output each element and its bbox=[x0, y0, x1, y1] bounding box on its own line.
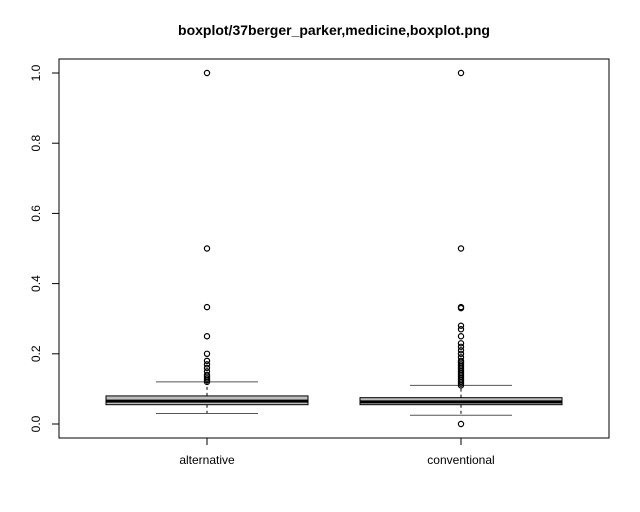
box-group-alternative bbox=[105, 69, 309, 414]
outlier-point bbox=[457, 347, 465, 354]
outlier-point bbox=[457, 343, 465, 350]
outlier-point bbox=[203, 368, 211, 375]
box-group-conventional bbox=[359, 69, 563, 428]
outlier-point bbox=[457, 303, 465, 311]
outlier-point bbox=[203, 371, 211, 379]
x-tick-label: conventional bbox=[427, 453, 494, 467]
x-tick-label: alternative bbox=[179, 453, 235, 467]
outlier-point bbox=[457, 245, 465, 252]
outlier-point bbox=[457, 69, 465, 77]
outlier-point bbox=[457, 333, 465, 340]
x-axis: alternative conventional bbox=[179, 438, 495, 467]
y-tick-label: 0.0 bbox=[29, 415, 43, 432]
outlier-point bbox=[203, 364, 211, 372]
chart-title: boxplot/37berger_parker,medicine,boxplot… bbox=[178, 22, 490, 38]
outlier-point bbox=[457, 420, 465, 428]
boxes-layer bbox=[105, 69, 563, 428]
outlier-point bbox=[457, 326, 465, 333]
outlier-point bbox=[203, 245, 211, 252]
outlier-point bbox=[203, 361, 211, 368]
plot-frame bbox=[58, 58, 610, 439]
y-tick-label: 1.0 bbox=[29, 64, 43, 81]
outlier-point bbox=[203, 303, 211, 311]
outlier-point bbox=[457, 322, 465, 329]
y-tick-label: 0.6 bbox=[29, 205, 43, 222]
outlier-point bbox=[457, 340, 465, 347]
y-tick-label: 0.8 bbox=[29, 135, 43, 152]
outlier-point bbox=[203, 333, 211, 340]
outlier-point bbox=[203, 69, 211, 77]
outlier-point bbox=[457, 354, 465, 361]
outlier-point bbox=[203, 357, 211, 365]
outlier-point bbox=[203, 350, 211, 357]
y-tick-label: 0.2 bbox=[29, 345, 43, 362]
y-axis: 0.0 0.2 0.4 0.6 0.8 1.0 bbox=[29, 64, 60, 432]
y-tick-label: 0.4 bbox=[29, 275, 43, 292]
outlier-point bbox=[457, 350, 465, 357]
outlier-point bbox=[457, 357, 465, 365]
